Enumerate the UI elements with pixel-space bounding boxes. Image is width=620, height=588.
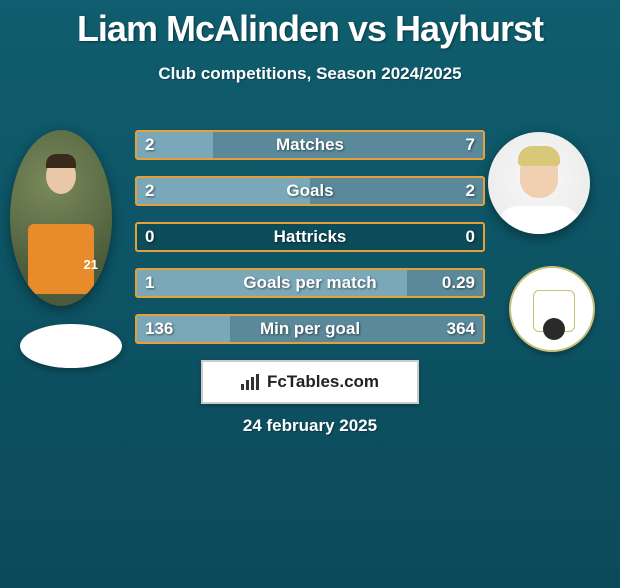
- shirt-number: 21: [84, 257, 98, 272]
- stat-label: Min per goal: [260, 319, 360, 339]
- page-title: Liam McAlinden vs Hayhurst: [0, 8, 620, 50]
- player-right-club-badge: [502, 266, 602, 354]
- stat-right-value: 0: [466, 227, 475, 247]
- stat-right-value: 364: [447, 319, 475, 339]
- player-right-avatar: [488, 132, 590, 234]
- stat-left-value: 0: [145, 227, 154, 247]
- stat-row: 1 Goals per match 0.29: [135, 268, 485, 298]
- stat-fill-right: [310, 178, 483, 204]
- stat-fill-left: [137, 178, 310, 204]
- stat-left-value: 1: [145, 273, 154, 293]
- branding-text: FcTables.com: [267, 372, 379, 392]
- stat-row: 136 Min per goal 364: [135, 314, 485, 344]
- player-left-avatar: 21: [10, 130, 112, 306]
- stat-right-value: 7: [466, 135, 475, 155]
- stat-left-value: 136: [145, 319, 173, 339]
- branding-box: FcTables.com: [201, 360, 419, 404]
- stat-label: Hattricks: [274, 227, 347, 247]
- stat-right-value: 0.29: [442, 273, 475, 293]
- stats-panel: 2 Matches 7 2 Goals 2 0 Hattricks 0 1 Goals per ma…: [135, 130, 485, 360]
- stat-label: Goals: [286, 181, 333, 201]
- stat-row: 2 Goals 2: [135, 176, 485, 206]
- stat-row: 2 Matches 7: [135, 130, 485, 160]
- page-subtitle: Club competitions, Season 2024/2025: [0, 64, 620, 84]
- stat-left-value: 2: [145, 181, 154, 201]
- stat-right-value: 2: [466, 181, 475, 201]
- stat-label: Goals per match: [243, 273, 376, 293]
- stat-left-value: 2: [145, 135, 154, 155]
- stat-label: Matches: [276, 135, 344, 155]
- chart-icon: [241, 374, 261, 390]
- stat-row: 0 Hattricks 0: [135, 222, 485, 252]
- player-left-club-badge: [20, 324, 122, 368]
- date-stamp: 24 february 2025: [0, 416, 620, 436]
- stat-fill-right: [213, 132, 483, 158]
